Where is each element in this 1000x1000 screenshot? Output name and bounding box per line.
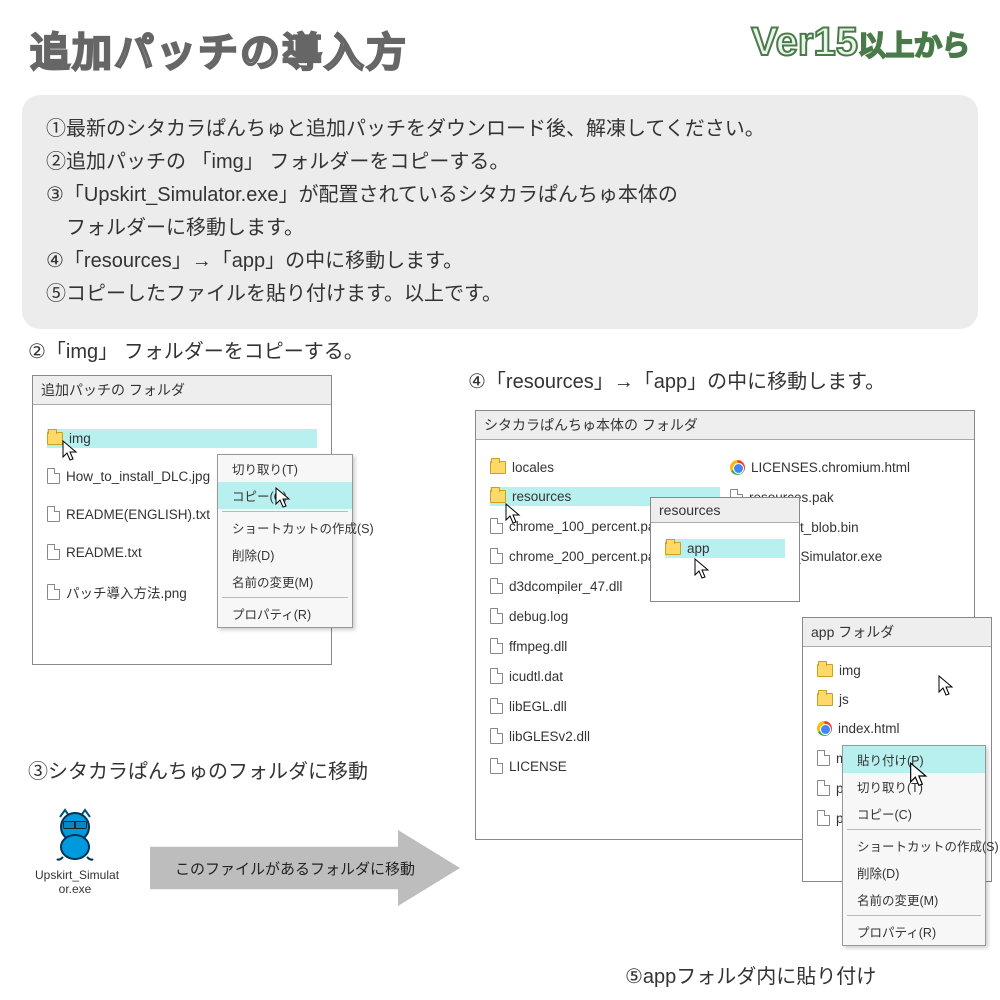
- file-icon: [490, 518, 503, 534]
- menu-item[interactable]: ショートカットの作成(S): [843, 832, 985, 859]
- folder-icon: [47, 432, 63, 445]
- file-label: debug.log: [509, 609, 568, 624]
- file-label: resources: [512, 489, 571, 504]
- menu-item[interactable]: 削除(D): [218, 541, 352, 568]
- file-icon: [490, 668, 503, 684]
- file-label: chrome_100_percent.pak: [509, 519, 662, 534]
- menu-item[interactable]: 切り取り(T): [843, 773, 985, 800]
- file-icon: [47, 506, 60, 522]
- context-menu-copy[interactable]: 切り取り(T)コピー(C) ショートカットの作成(S)削除(D)名前の変更(M) プ…: [217, 454, 353, 628]
- exe-label: Upskirt_Simulat or.exe: [35, 868, 115, 896]
- file-icon: [490, 758, 503, 774]
- chrome-icon: [730, 460, 745, 475]
- file-label: パッチ導入方法.png: [66, 582, 187, 602]
- step5-label: ⑤appフォルダ内に貼り付け: [625, 960, 876, 989]
- file-item[interactable]: img: [47, 429, 317, 448]
- file-icon: [47, 584, 60, 600]
- file-icon: [47, 544, 60, 560]
- file-icon: [817, 750, 830, 766]
- folder-icon: [665, 542, 681, 555]
- menu-item[interactable]: 貼り付け(P): [843, 746, 985, 773]
- chrome-icon: [817, 721, 832, 736]
- move-arrow: このファイルがあるフォルダに移動: [150, 830, 460, 906]
- version-title: Ver15以上から: [751, 20, 970, 65]
- menu-item[interactable]: プロパティ(R): [843, 918, 985, 945]
- file-icon: [47, 468, 60, 484]
- file-item[interactable]: libEGL.dll: [490, 696, 720, 716]
- file-label: d3dcompiler_47.dll: [509, 579, 622, 594]
- window-resources: resources app: [650, 497, 800, 602]
- main-title: 追加パッチの導入方: [30, 20, 408, 78]
- file-icon: [817, 810, 830, 826]
- menu-item[interactable]: 削除(D): [843, 859, 985, 886]
- file-item[interactable]: index.html: [817, 719, 977, 738]
- file-icon: [490, 698, 503, 714]
- menu-item[interactable]: コピー(C): [218, 482, 352, 509]
- folder-icon: [490, 490, 506, 503]
- file-label: chrome_200_percent.pak: [509, 549, 662, 564]
- file-label: locales: [512, 460, 554, 475]
- context-menu-paste[interactable]: 貼り付け(P)切り取り(T)コピー(C) ショートカットの作成(S)削除(D)名前…: [842, 745, 986, 946]
- file-label: LICENSE: [509, 759, 567, 774]
- window-title: app フォルダ: [803, 618, 991, 647]
- file-icon: [490, 548, 503, 564]
- file-item[interactable]: debug.log: [490, 606, 720, 626]
- file-label: README.txt: [66, 545, 142, 560]
- file-item[interactable]: LICENSES.chromium.html: [730, 458, 960, 477]
- folder-icon: [817, 693, 833, 706]
- file-label: img: [69, 431, 91, 446]
- file-icon: [490, 578, 503, 594]
- window-title: 追加パッチの フォルダ: [33, 376, 331, 405]
- file-label: img: [839, 663, 861, 678]
- file-label: How_to_install_DLC.jpg: [66, 469, 210, 484]
- file-label: ffmpeg.dll: [509, 639, 567, 654]
- file-label: libGLESv2.dll: [509, 729, 590, 744]
- file-item[interactable]: LICENSE: [490, 756, 720, 776]
- file-item[interactable]: icudtl.dat: [490, 666, 720, 686]
- menu-item[interactable]: 名前の変更(M): [218, 568, 352, 595]
- file-icon: [817, 780, 830, 796]
- file-label: icudtl.dat: [509, 669, 563, 684]
- file-label: README(ENGLISH).txt: [66, 507, 210, 522]
- file-item[interactable]: img: [817, 661, 977, 680]
- folder-icon: [817, 664, 833, 677]
- step2-label: ②「img」 フォルダーをコピーする。: [28, 335, 364, 364]
- file-label: js: [839, 692, 849, 707]
- menu-item[interactable]: ショートカットの作成(S): [218, 514, 352, 541]
- menu-item[interactable]: コピー(C): [843, 800, 985, 827]
- file-label: app: [687, 541, 710, 556]
- menu-item[interactable]: 切り取り(T): [218, 455, 352, 482]
- folder-icon: [490, 461, 506, 474]
- file-label: libEGL.dll: [509, 699, 567, 714]
- step3-label: ③シタカラぱんちゅのフォルダに移動: [28, 755, 368, 784]
- file-label: index.html: [838, 721, 900, 736]
- window-title: resources: [651, 498, 799, 523]
- file-item[interactable]: app: [665, 539, 785, 558]
- instruction-box: ①最新のシタカラぱんちゅと追加パッチをダウンロード後、解凍してください。②追加パ…: [22, 95, 978, 329]
- exe-icon: Upskirt_Simulat or.exe: [35, 805, 115, 896]
- file-item[interactable]: ffmpeg.dll: [490, 636, 720, 656]
- menu-item[interactable]: プロパティ(R): [218, 600, 352, 627]
- file-item[interactable]: libGLESv2.dll: [490, 726, 720, 746]
- file-item[interactable]: locales: [490, 458, 720, 477]
- step4-label: ④「resources」→「app」の中に移動します。: [468, 365, 885, 394]
- menu-item[interactable]: 名前の変更(M): [843, 886, 985, 913]
- file-icon: [490, 638, 503, 654]
- file-icon: [490, 728, 503, 744]
- window-title: シタカラぱんちゅ本体の フォルダ: [476, 411, 974, 440]
- file-label: LICENSES.chromium.html: [751, 460, 910, 475]
- file-icon: [490, 608, 503, 624]
- file-item[interactable]: js: [817, 690, 977, 709]
